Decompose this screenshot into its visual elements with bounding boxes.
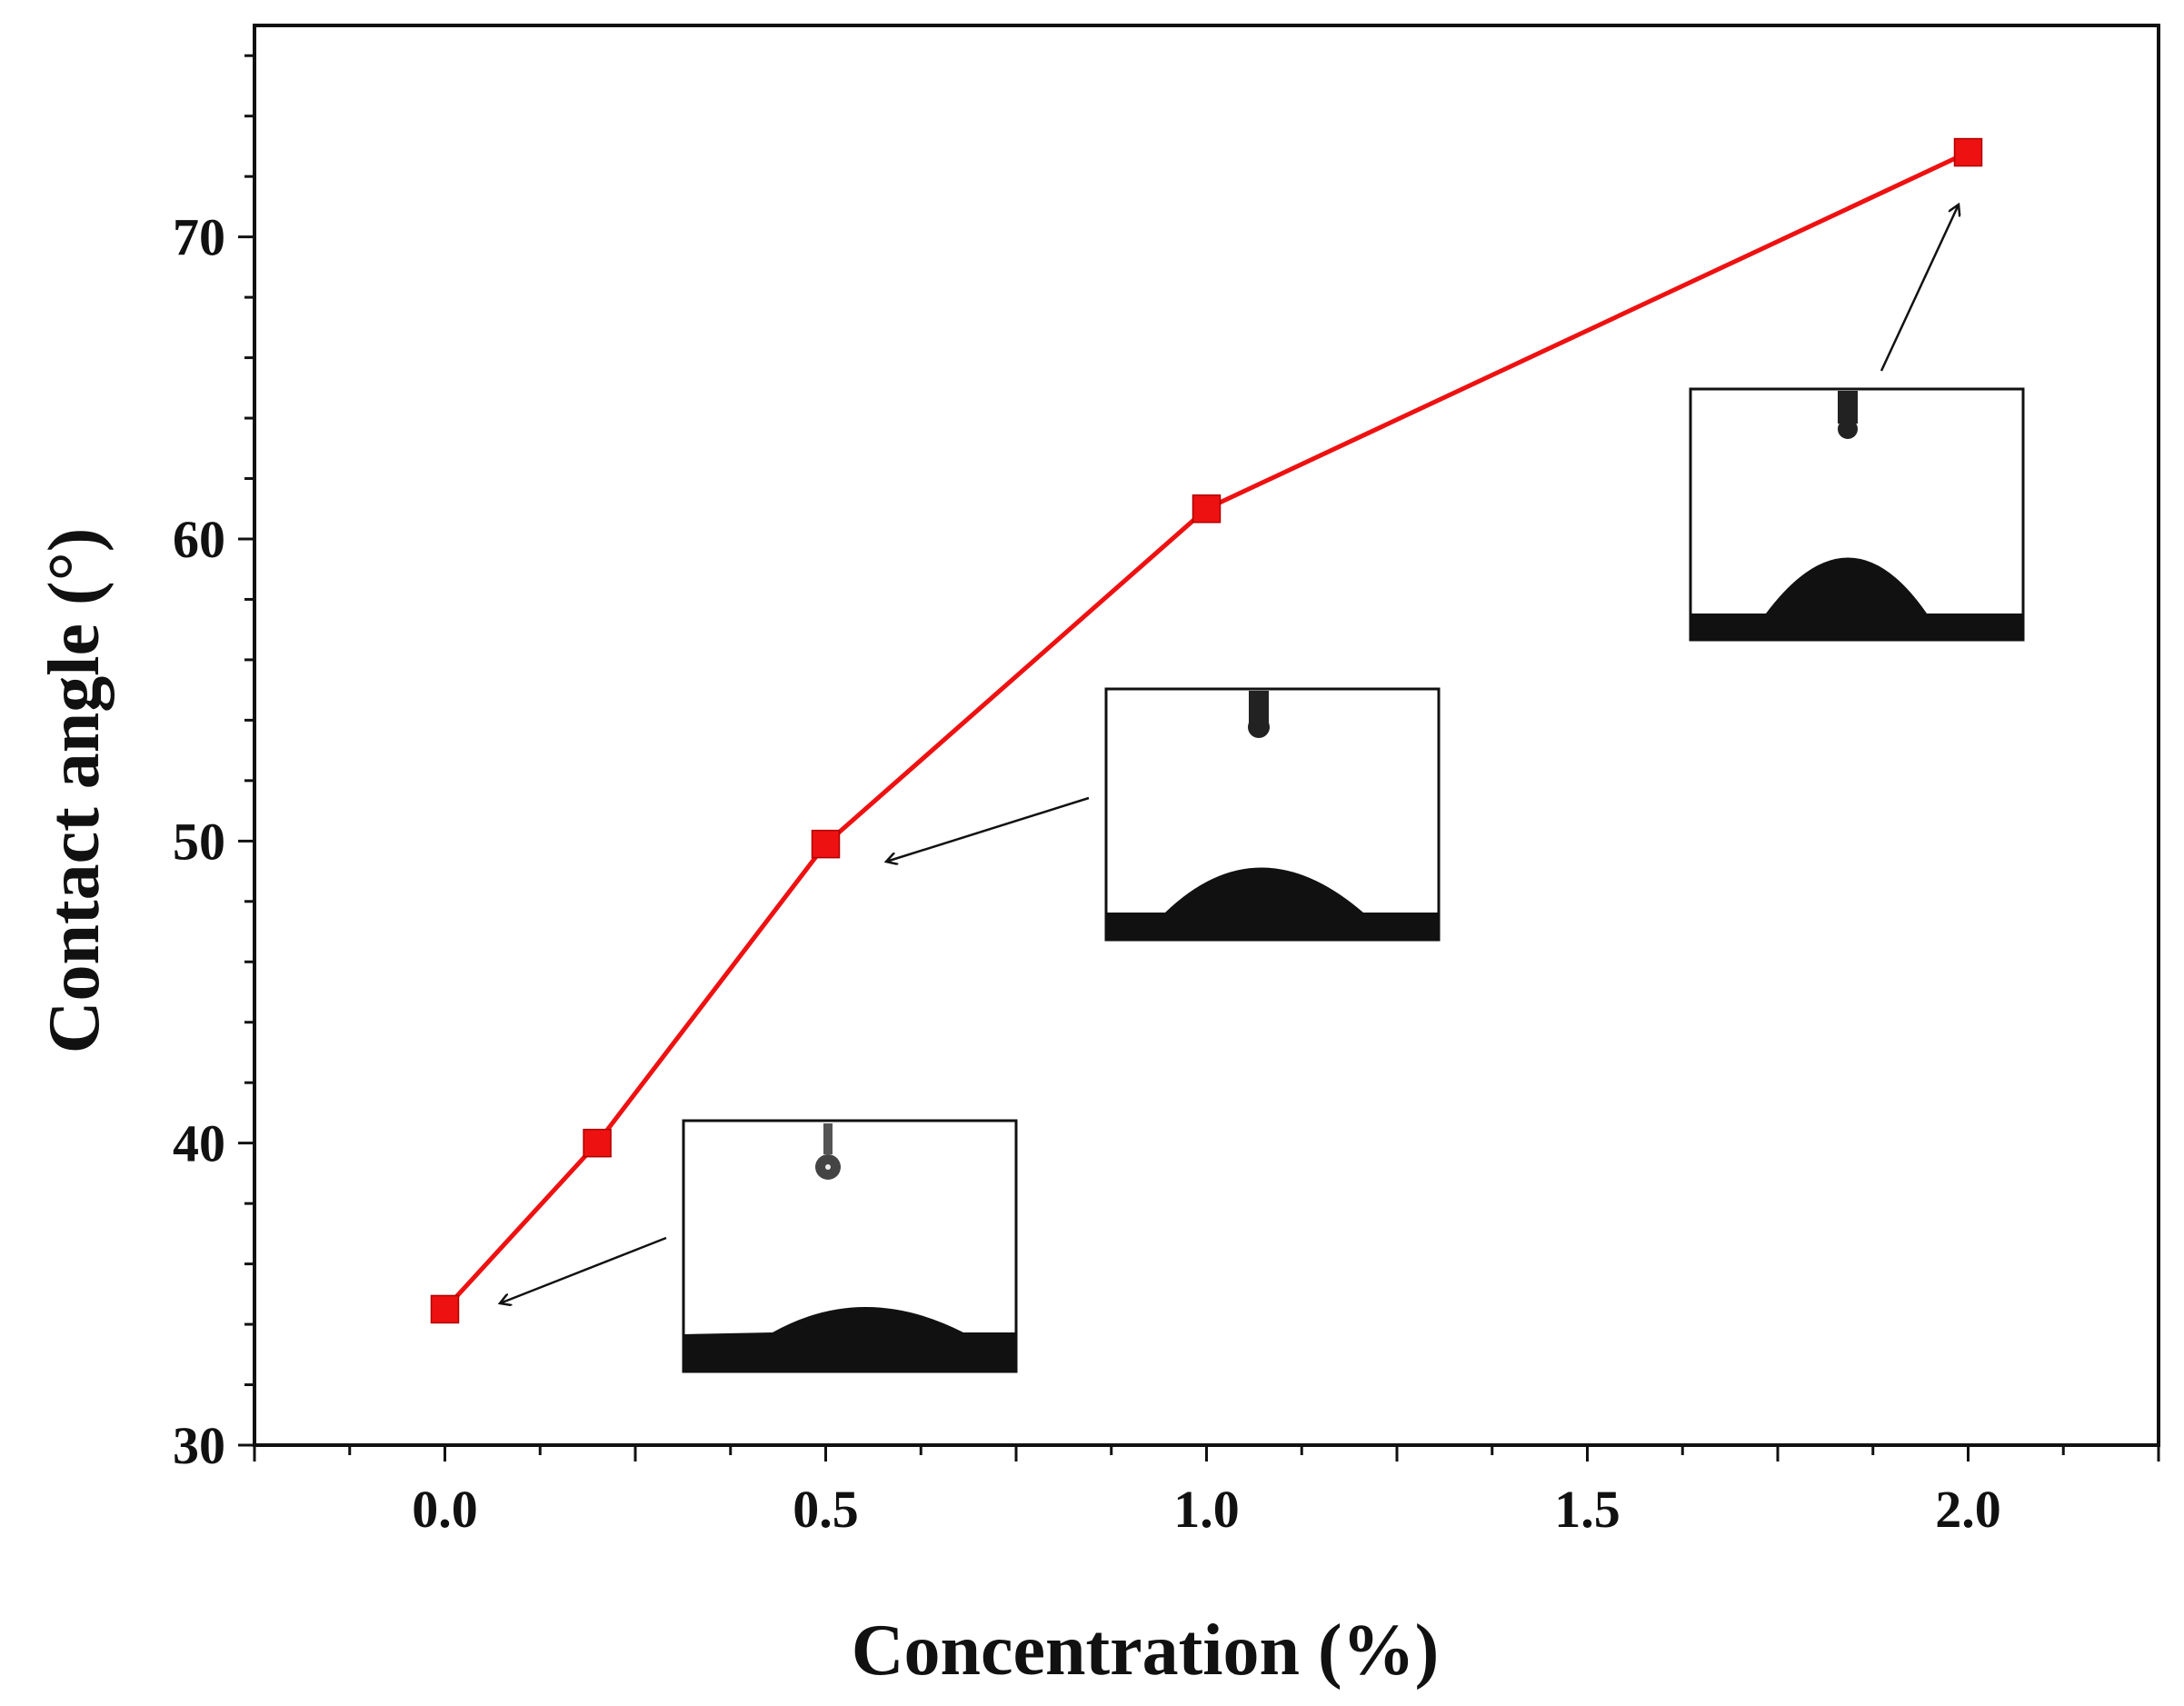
inset-arrow-2 [1880, 205, 1959, 372]
y-tick-label: 70 [173, 208, 225, 267]
x-tick-label: 2.0 [1935, 1480, 2001, 1539]
y-tick-label: 40 [173, 1114, 225, 1173]
data-series [430, 137, 1983, 1324]
x-tick-label: 0.5 [793, 1480, 859, 1539]
y-axis-ticks [238, 54, 254, 1447]
data-point-marker [430, 1294, 460, 1324]
inset-arrow-0 [500, 1236, 667, 1303]
x-tick-label: 0.0 [412, 1480, 478, 1539]
x-tick-label: 1.0 [1173, 1480, 1240, 1539]
x-axis-title: Concentration (%) [852, 1611, 1440, 1691]
droplet-image-inset-0 [682, 1119, 1018, 1373]
x-axis-tick-labels: 0.0 0.5 1.0 1.5 2.0 [412, 1480, 2001, 1539]
data-point-marker [811, 829, 841, 859]
data-point-marker [583, 1128, 612, 1158]
droplet-image-inset-1 [1104, 687, 1441, 942]
y-tick-label: 60 [173, 510, 225, 569]
x-tick-label: 1.5 [1554, 1480, 1621, 1539]
x-axis-ticks [253, 1445, 2160, 1462]
data-point-marker [1953, 137, 1983, 167]
droplet-image-inset-2 [1689, 387, 2025, 642]
y-tick-label: 30 [173, 1416, 225, 1475]
inset-arrow-1 [886, 796, 1090, 862]
y-axis-tick-labels: 30 40 50 60 70 [173, 208, 225, 1475]
y-tick-label: 50 [173, 812, 225, 871]
data-point-marker [1192, 494, 1222, 524]
y-axis-title: Contact angle (°) [35, 528, 115, 1054]
